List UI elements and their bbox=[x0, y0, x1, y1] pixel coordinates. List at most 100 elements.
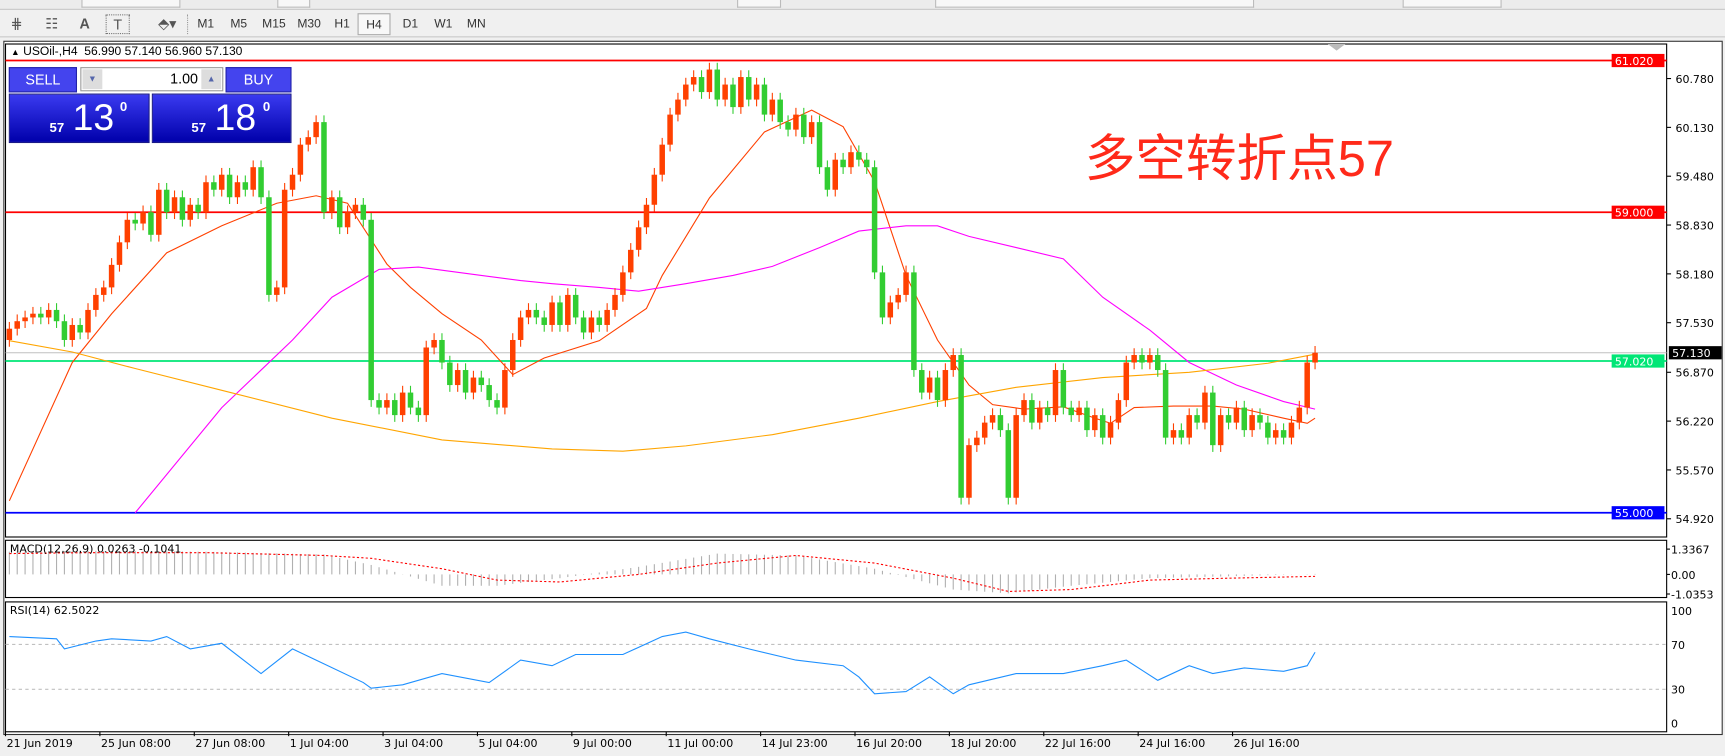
timeframe-m15[interactable]: M15 bbox=[262, 17, 286, 31]
candle-body bbox=[1060, 370, 1067, 408]
candle bbox=[714, 62, 721, 107]
candle-body bbox=[30, 313, 36, 318]
candle-body bbox=[179, 197, 186, 220]
price-tick-label: 56.220 bbox=[1675, 416, 1713, 429]
candle-body bbox=[643, 204, 650, 228]
toolbar-button[interactable] bbox=[81, 0, 181, 8]
candle bbox=[659, 137, 665, 182]
candle-body bbox=[997, 415, 1004, 431]
candle-body bbox=[195, 204, 201, 213]
candle bbox=[69, 318, 76, 347]
candle-body bbox=[454, 370, 461, 386]
candle bbox=[360, 197, 367, 227]
lot-size-stepper[interactable]: ▼ 1.00 ▲ bbox=[80, 67, 224, 92]
candle bbox=[1029, 393, 1035, 430]
candle bbox=[1076, 400, 1082, 422]
candle-body bbox=[612, 294, 618, 310]
macd-label: MACD(12,26,9) 0.0263 -0.1041 bbox=[9, 543, 182, 556]
candle-body bbox=[1288, 422, 1295, 438]
timeframe-h1[interactable]: H1 bbox=[334, 17, 350, 31]
candle-body bbox=[203, 182, 209, 213]
timeframe-d1[interactable]: D1 bbox=[402, 17, 419, 31]
timeframe-m1[interactable]: M1 bbox=[197, 17, 215, 31]
toolbar-button[interactable] bbox=[277, 0, 311, 8]
candle-body bbox=[706, 69, 713, 93]
fibonacci-icon[interactable]: ☷ bbox=[45, 15, 59, 32]
candle-body bbox=[1021, 400, 1027, 416]
candle bbox=[549, 295, 555, 332]
candle bbox=[1233, 400, 1240, 430]
timeframe-h4[interactable]: H4 bbox=[357, 13, 391, 36]
candle-body bbox=[816, 122, 823, 168]
one-click-trading-panel: SELL ▼ 1.00 ▲ BUY 57 13 0 57 18 0 bbox=[8, 67, 292, 144]
candle bbox=[30, 306, 36, 325]
candle-body bbox=[793, 114, 799, 130]
sell-price-box[interactable]: 57 13 0 bbox=[8, 93, 150, 144]
chart-window[interactable] bbox=[3, 40, 1723, 736]
candle-body bbox=[171, 197, 178, 213]
candle bbox=[785, 115, 791, 137]
sell-button[interactable]: SELL bbox=[8, 67, 78, 93]
candle bbox=[313, 115, 319, 144]
candle bbox=[667, 107, 673, 152]
time-tick-label: 3 Jul 04:00 bbox=[384, 737, 443, 750]
candle-body bbox=[258, 167, 264, 198]
candle-body bbox=[958, 355, 964, 498]
macd-tick-label: 1.3367 bbox=[1671, 544, 1709, 557]
candle bbox=[281, 182, 288, 295]
time-tick-label: 16 Jul 20:00 bbox=[856, 737, 922, 750]
candle bbox=[565, 288, 571, 332]
buy-price-big: 57 bbox=[191, 119, 207, 136]
candle bbox=[911, 265, 917, 377]
chart-toolbar: ⋕ ☷ A T ⬘▾ M1 M5 M15 M30 H1 H4 D1 W1 MN bbox=[0, 11, 1725, 38]
macd-panel-border bbox=[4, 539, 1668, 599]
buy-button[interactable]: BUY bbox=[225, 67, 292, 93]
candle-body bbox=[541, 317, 547, 325]
candle-body bbox=[887, 302, 894, 318]
candle-body bbox=[510, 339, 516, 371]
lot-size-input[interactable]: 1.00 bbox=[170, 70, 199, 87]
candle bbox=[478, 370, 485, 392]
candle bbox=[1092, 408, 1098, 437]
candle bbox=[148, 205, 154, 242]
chevron-up-icon[interactable]: ▲ bbox=[201, 69, 222, 90]
candle bbox=[1068, 400, 1074, 422]
timeframe-m5[interactable]: M5 bbox=[230, 17, 248, 31]
candle-body bbox=[1107, 422, 1114, 438]
candle bbox=[557, 295, 563, 332]
timeframe-w1[interactable]: W1 bbox=[434, 17, 453, 31]
toolbar-dropdown[interactable] bbox=[935, 0, 1255, 8]
macd-tick-label: -1.0353 bbox=[1671, 588, 1713, 601]
buy-price-box[interactable]: 57 18 0 bbox=[151, 93, 292, 144]
candle bbox=[22, 310, 28, 328]
candle-body bbox=[100, 287, 107, 295]
candle-body bbox=[950, 355, 956, 371]
candle bbox=[1202, 385, 1208, 430]
candle bbox=[226, 167, 233, 205]
candle-body bbox=[1280, 430, 1287, 438]
chevron-down-icon[interactable]: ▼ bbox=[82, 69, 103, 90]
timeframe-mn[interactable]: MN bbox=[466, 17, 486, 31]
candle bbox=[627, 243, 634, 280]
sell-price-main: 13 bbox=[72, 96, 115, 139]
toolbar-button[interactable] bbox=[1402, 0, 1502, 8]
candle bbox=[706, 62, 713, 99]
candle-body bbox=[675, 99, 681, 115]
arrows-icon[interactable]: ⬘▾ bbox=[158, 15, 177, 32]
candle bbox=[753, 77, 760, 107]
candle bbox=[730, 77, 736, 114]
text-icon[interactable]: A bbox=[79, 15, 90, 32]
toolbar-button[interactable] bbox=[737, 0, 782, 8]
annotation-text[interactable]: 多空转折点57 bbox=[1084, 129, 1395, 188]
candle-body bbox=[368, 219, 374, 401]
candle-body bbox=[187, 204, 194, 220]
price-tag-59.000: 59.000 bbox=[1615, 207, 1653, 220]
candle-body bbox=[478, 377, 485, 386]
candle-body bbox=[690, 77, 697, 85]
timeframe-m30[interactable]: M30 bbox=[297, 17, 321, 31]
equidistant-channel-icon[interactable]: ⋕ bbox=[10, 15, 23, 32]
candle-body bbox=[77, 324, 83, 333]
text-label-icon[interactable]: T bbox=[105, 14, 130, 35]
